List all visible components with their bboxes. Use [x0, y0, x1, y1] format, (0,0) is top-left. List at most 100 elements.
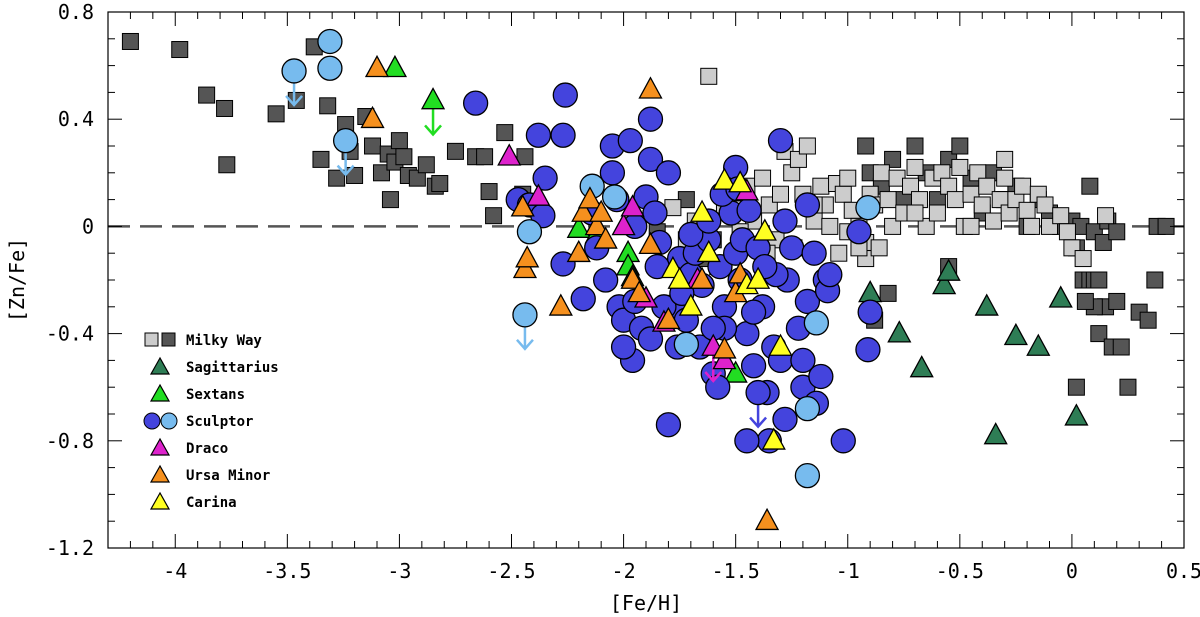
data-point-triangle	[696, 239, 721, 263]
data-point-circle	[767, 127, 794, 154]
data-point-triangle	[566, 239, 591, 263]
data-point-triangle	[364, 54, 390, 78]
data-point-circle	[570, 286, 596, 312]
data-point-square	[312, 150, 330, 168]
data-point-square	[1036, 196, 1054, 214]
legend-marker-square	[161, 332, 176, 347]
data-point-square	[962, 217, 980, 235]
data-point-square	[754, 169, 772, 187]
data-point-circle	[855, 194, 881, 221]
data-point-square	[789, 150, 807, 168]
data-point-circle	[637, 106, 664, 132]
data-point-square	[364, 137, 382, 155]
data-point-triangle	[577, 186, 603, 209]
data-point-square	[884, 150, 902, 168]
data-point-square	[700, 67, 718, 85]
upper-limit-head	[749, 416, 768, 429]
data-point-triangle	[689, 266, 715, 289]
data-point-circle	[772, 208, 798, 234]
data-point-square	[1058, 223, 1076, 241]
data-point-triangle	[420, 87, 446, 110]
data-point-circle	[512, 302, 538, 328]
data-point-circle	[593, 267, 619, 293]
data-point-square	[969, 164, 987, 182]
data-point-circle	[462, 90, 489, 116]
data-point-circle	[642, 200, 668, 226]
series-carina	[660, 167, 793, 450]
data-point-triangle	[1003, 322, 1028, 346]
data-point-square	[1094, 233, 1112, 251]
data-point-square	[1023, 217, 1041, 235]
data-point-triangle	[689, 199, 715, 222]
data-point-triangle	[515, 245, 540, 268]
data-point-square	[328, 169, 346, 187]
data-point-triangle	[584, 213, 609, 236]
legend-marker-square	[144, 332, 159, 347]
upper-limit-arrow	[424, 106, 442, 137]
data-point-circle	[794, 288, 821, 315]
data-point-square	[346, 166, 364, 184]
data-point-square	[485, 207, 503, 225]
legend-marker-triangle	[149, 491, 171, 510]
data-point-circle	[817, 261, 843, 288]
data-point-square	[1014, 177, 1032, 195]
x-tick-label: -4	[163, 559, 187, 583]
legend-label: Milky Way	[186, 333, 262, 349]
data-point-square	[431, 175, 449, 193]
data-point-square	[996, 169, 1014, 187]
data-point-circle	[857, 299, 883, 325]
legend-label: Ursa Minor	[186, 468, 270, 484]
data-point-square	[906, 204, 924, 222]
legend-item-sagittarius: Sagittarius	[149, 356, 279, 376]
data-point-circle	[794, 192, 821, 218]
data-point-square	[480, 183, 498, 201]
data-point-square	[417, 156, 435, 174]
legend-marker-circle	[160, 412, 178, 430]
data-point-circle	[599, 160, 626, 186]
x-tick-label: -3	[387, 559, 411, 583]
data-point-square	[1112, 338, 1130, 356]
data-point-square	[857, 137, 875, 155]
data-point-square	[879, 284, 897, 302]
data-point-triangle	[723, 360, 748, 383]
data-point-circle	[740, 353, 767, 379]
series-sculptor-light	[281, 28, 881, 489]
data-point-circle	[801, 240, 827, 266]
data-point-triangle	[754, 507, 780, 531]
data-point-circle	[550, 122, 576, 148]
data-point-circle	[281, 58, 307, 84]
data-point-triangle	[887, 320, 912, 343]
upper-limit-head	[285, 95, 303, 107]
data-point-square	[1097, 207, 1115, 225]
data-point-square	[319, 97, 337, 115]
data-point-square	[812, 177, 830, 195]
x-axis-label: [Fe/H]	[610, 591, 682, 615]
data-point-triangle	[712, 167, 737, 190]
data-point-circle	[794, 395, 821, 422]
data-point-square	[1108, 292, 1126, 310]
data-point-square	[928, 204, 946, 222]
data-point-circle	[740, 299, 767, 325]
data-point-triangle	[566, 215, 591, 238]
data-point-square	[1146, 271, 1164, 289]
legend-item-ursa-minor: Ursa Minor	[149, 464, 270, 484]
data-point-triangle	[667, 266, 692, 289]
data-point-triangle	[656, 306, 681, 330]
data-point-square	[372, 164, 390, 182]
data-point-square	[973, 196, 991, 214]
data-point-triangle	[745, 266, 771, 289]
data-point-triangle	[752, 218, 777, 241]
data-point-circle	[525, 122, 552, 148]
plot-area	[108, 28, 1184, 531]
data-point-square	[996, 150, 1014, 168]
legend-label: Carina	[186, 495, 237, 511]
x-tick-label: 0.5	[1166, 559, 1200, 583]
data-point-circle	[705, 374, 731, 400]
y-tick-label: 0	[82, 214, 94, 238]
legend-label: Draco	[186, 441, 228, 457]
data-point-circle	[678, 221, 704, 248]
data-point-circle	[637, 146, 664, 173]
data-point-square	[951, 137, 969, 155]
legend: Milky Way Sagittarius Sextans Sculptor Draco…	[143, 332, 279, 511]
